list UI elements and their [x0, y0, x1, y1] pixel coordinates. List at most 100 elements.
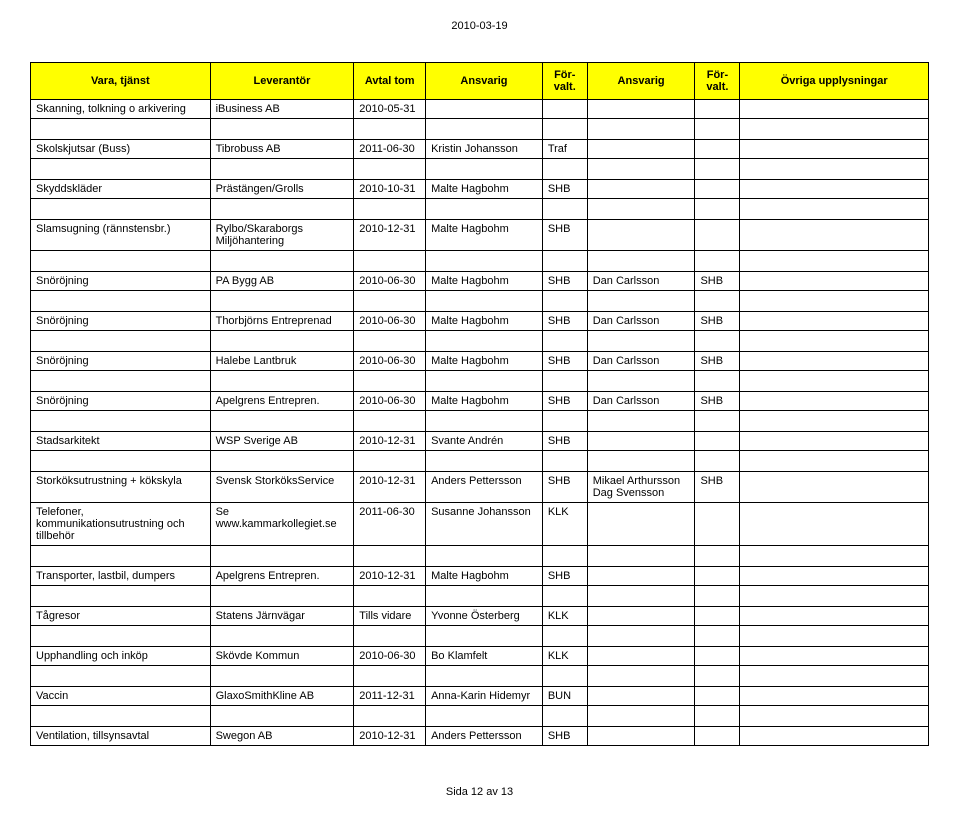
- table-row: StadsarkitektWSP Sverige AB2010-12-31Sva…: [31, 432, 929, 451]
- table-cell: Snöröjning: [31, 272, 211, 291]
- table-cell: [740, 472, 929, 503]
- table-cell: [740, 432, 929, 451]
- empty-cell: [587, 411, 695, 432]
- empty-cell: [542, 451, 587, 472]
- empty-cell: [740, 199, 929, 220]
- empty-cell: [31, 199, 211, 220]
- table-cell: SHB: [542, 312, 587, 331]
- table-cell: [740, 220, 929, 251]
- empty-cell: [587, 199, 695, 220]
- table-cell: Thorbjörns Entreprenad: [210, 312, 354, 331]
- table-cell: Malte Hagbohm: [426, 220, 543, 251]
- table-cell: SHB: [542, 220, 587, 251]
- table-cell: WSP Sverige AB: [210, 432, 354, 451]
- table-cell: 2010-12-31: [354, 567, 426, 586]
- table-cell: Snöröjning: [31, 312, 211, 331]
- table-cell: PA Bygg AB: [210, 272, 354, 291]
- table-cell: Kristin Johansson: [426, 140, 543, 159]
- empty-cell: [31, 119, 211, 140]
- table-cell: [695, 503, 740, 546]
- table-cell: Svensk StorköksService: [210, 472, 354, 503]
- table-cell: Malte Hagbohm: [426, 352, 543, 371]
- table-cell: [695, 647, 740, 666]
- empty-cell: [695, 586, 740, 607]
- table-cell: 2010-12-31: [354, 220, 426, 251]
- col-header-forvalt1: För- valt.: [542, 63, 587, 100]
- table-cell: SHB: [542, 352, 587, 371]
- table-cell: [695, 220, 740, 251]
- table-cell: [587, 687, 695, 706]
- table-cell: GlaxoSmithKline AB: [210, 687, 354, 706]
- empty-cell: [740, 331, 929, 352]
- empty-cell: [354, 251, 426, 272]
- table-row: [31, 199, 929, 220]
- empty-cell: [426, 251, 543, 272]
- table-cell: KLK: [542, 647, 587, 666]
- table-cell: Malte Hagbohm: [426, 567, 543, 586]
- table-cell: [587, 100, 695, 119]
- table-cell: 2010-12-31: [354, 472, 426, 503]
- table-cell: Anna-Karin Hidemyr: [426, 687, 543, 706]
- table-cell: Skövde Kommun: [210, 647, 354, 666]
- table-row: [31, 451, 929, 472]
- empty-cell: [426, 666, 543, 687]
- empty-cell: [31, 626, 211, 647]
- table-cell: [587, 567, 695, 586]
- empty-cell: [354, 586, 426, 607]
- empty-cell: [695, 371, 740, 392]
- table-cell: Malte Hagbohm: [426, 180, 543, 199]
- table-cell: Apelgrens Entrepren.: [210, 392, 354, 411]
- empty-cell: [426, 586, 543, 607]
- table-row: SnöröjningHalebe Lantbruk2010-06-30Malte…: [31, 352, 929, 371]
- table-cell: [587, 180, 695, 199]
- empty-cell: [695, 331, 740, 352]
- table-cell: 2011-12-31: [354, 687, 426, 706]
- empty-cell: [695, 626, 740, 647]
- table-cell: [587, 140, 695, 159]
- empty-cell: [426, 706, 543, 727]
- table-cell: SHB: [542, 180, 587, 199]
- table-row: [31, 331, 929, 352]
- table-cell: BUN: [542, 687, 587, 706]
- table-row: SnöröjningApelgrens Entrepren.2010-06-30…: [31, 392, 929, 411]
- empty-cell: [354, 159, 426, 180]
- empty-cell: [695, 199, 740, 220]
- table-cell: [740, 503, 929, 546]
- empty-cell: [695, 291, 740, 312]
- empty-cell: [587, 451, 695, 472]
- empty-cell: [542, 291, 587, 312]
- table-row: [31, 546, 929, 567]
- table-cell: SHB: [695, 312, 740, 331]
- table-row: SnöröjningPA Bygg AB2010-06-30Malte Hagb…: [31, 272, 929, 291]
- table-cell: [740, 180, 929, 199]
- table-cell: SHB: [542, 392, 587, 411]
- col-header-ovriga: Övriga upplysningar: [740, 63, 929, 100]
- table-cell: Skyddskläder: [31, 180, 211, 199]
- empty-cell: [542, 251, 587, 272]
- empty-cell: [31, 451, 211, 472]
- table-cell: [587, 503, 695, 546]
- empty-cell: [695, 451, 740, 472]
- empty-cell: [426, 199, 543, 220]
- table-cell: [740, 727, 929, 746]
- empty-cell: [354, 371, 426, 392]
- col-header-vara: Vara, tjänst: [31, 63, 211, 100]
- empty-cell: [354, 626, 426, 647]
- table-cell: 2010-06-30: [354, 392, 426, 411]
- empty-cell: [210, 371, 354, 392]
- table-cell: [587, 647, 695, 666]
- table-row: Storköksutrustning + kökskylaSvensk Stor…: [31, 472, 929, 503]
- empty-cell: [210, 251, 354, 272]
- table-row: Ventilation, tillsynsavtalSwegon AB2010-…: [31, 727, 929, 746]
- empty-cell: [695, 119, 740, 140]
- empty-cell: [740, 371, 929, 392]
- table-cell: [740, 687, 929, 706]
- empty-cell: [740, 159, 929, 180]
- table-cell: SHB: [695, 392, 740, 411]
- table-cell: [695, 180, 740, 199]
- empty-cell: [542, 199, 587, 220]
- empty-cell: [587, 546, 695, 567]
- table-cell: Yvonne Österberg: [426, 607, 543, 626]
- empty-cell: [740, 411, 929, 432]
- table-cell: SHB: [542, 727, 587, 746]
